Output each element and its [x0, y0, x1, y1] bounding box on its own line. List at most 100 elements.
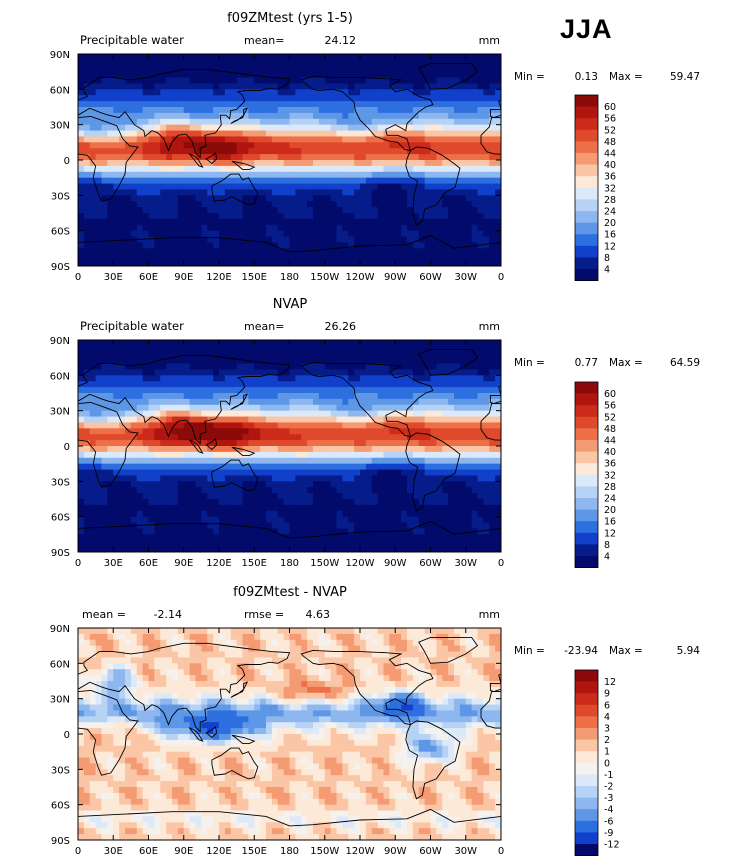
contour-cell	[360, 130, 367, 137]
contour-cell	[307, 101, 314, 108]
contour-cell	[172, 404, 179, 412]
contour-cell	[201, 171, 208, 179]
contour-cell	[224, 393, 232, 400]
contour-cell	[83, 428, 91, 435]
contour-cell	[119, 165, 126, 173]
y-tick-label: 30S	[51, 191, 70, 202]
contour-cell	[424, 351, 431, 359]
contour-cell	[125, 77, 132, 84]
colorbar-frame	[574, 94, 599, 282]
contour-cell	[459, 124, 467, 131]
contour-cell	[477, 124, 484, 131]
contour-cell	[224, 351, 232, 359]
contour-cell	[377, 101, 384, 108]
contour-cell	[95, 516, 102, 523]
contour-cell	[142, 481, 149, 488]
contour-cell	[407, 124, 414, 131]
contour-cell	[119, 118, 126, 126]
contour-cell	[471, 451, 478, 459]
contour-cell	[483, 351, 490, 359]
contour-cell	[371, 213, 379, 220]
contour-cell	[283, 59, 290, 67]
contour-cell	[95, 154, 102, 161]
contour-cell	[377, 142, 384, 149]
contour-cell	[371, 77, 379, 84]
contour-cell	[465, 171, 473, 179]
contour-cell	[154, 89, 161, 96]
contour-cell	[177, 428, 185, 435]
contour-cell	[248, 375, 255, 382]
contour-cell	[260, 516, 267, 523]
contour-cell	[465, 375, 473, 382]
contour-cell	[489, 351, 496, 359]
contour-cell	[166, 112, 173, 120]
contour-cell	[224, 89, 232, 96]
contour-cell	[371, 493, 379, 500]
contour-cell	[348, 59, 355, 67]
contour-cell	[248, 65, 255, 73]
contour-cell	[119, 516, 126, 523]
contour-cell	[224, 340, 232, 347]
contour-cell	[448, 260, 455, 267]
contour-cell	[436, 398, 443, 406]
contour-cell	[436, 124, 443, 131]
contour-cell	[313, 260, 320, 267]
contour-cell	[477, 510, 484, 518]
contour-cell	[336, 481, 343, 488]
contour-cell	[177, 165, 185, 173]
contour-cell	[412, 363, 420, 370]
contour-cell	[230, 124, 238, 131]
contour-cell	[183, 136, 191, 143]
contour-cell	[125, 136, 132, 143]
contour-cell	[189, 375, 196, 382]
contour-cell	[295, 254, 302, 261]
contour-cell	[313, 154, 320, 161]
contour-cell	[78, 83, 85, 90]
contour-cell	[424, 345, 431, 353]
contour-cell	[360, 351, 367, 359]
contour-cell	[495, 493, 502, 500]
contour-cell	[254, 160, 261, 167]
contour-cell	[318, 54, 326, 61]
contour-cell	[424, 118, 431, 126]
contour-cell	[365, 218, 373, 226]
contour-cell	[448, 201, 455, 208]
contour-cell	[454, 446, 461, 453]
contour-cell	[95, 230, 102, 237]
contour-cell	[424, 89, 431, 96]
coastline	[635, 174, 681, 205]
contour-cell	[166, 136, 173, 143]
contour-cell	[236, 124, 243, 131]
contour-cell	[207, 446, 214, 453]
contour-cell	[318, 95, 326, 102]
contour-cell	[142, 446, 149, 453]
contour-cell	[430, 469, 437, 476]
contour-cell	[113, 107, 120, 114]
contour-cell	[119, 422, 126, 429]
contour-cell	[313, 224, 320, 232]
contour-cell	[383, 457, 390, 465]
contour-cell	[354, 499, 361, 506]
contour-cell	[254, 118, 261, 126]
contour-cell	[254, 469, 261, 476]
contour-cell	[183, 154, 191, 161]
contour-cell	[89, 107, 97, 114]
contour-cell	[383, 493, 390, 500]
contour-cell	[430, 351, 437, 359]
contour-cell	[401, 510, 408, 518]
contour-cell	[448, 195, 455, 202]
contour-cell	[260, 410, 267, 417]
contour-cell	[471, 481, 478, 488]
contour-cell	[389, 207, 396, 214]
contour-cell	[83, 493, 91, 500]
contour-cell	[354, 89, 361, 96]
contour-cell	[207, 218, 214, 226]
contour-cell	[136, 422, 144, 429]
contour-cell	[130, 410, 138, 417]
contour-cell	[119, 171, 126, 179]
contour-cell	[483, 375, 490, 382]
contour-cell	[430, 363, 437, 370]
contour-cell	[254, 130, 261, 137]
contour-cell	[307, 463, 314, 470]
contour-cell	[189, 183, 196, 190]
